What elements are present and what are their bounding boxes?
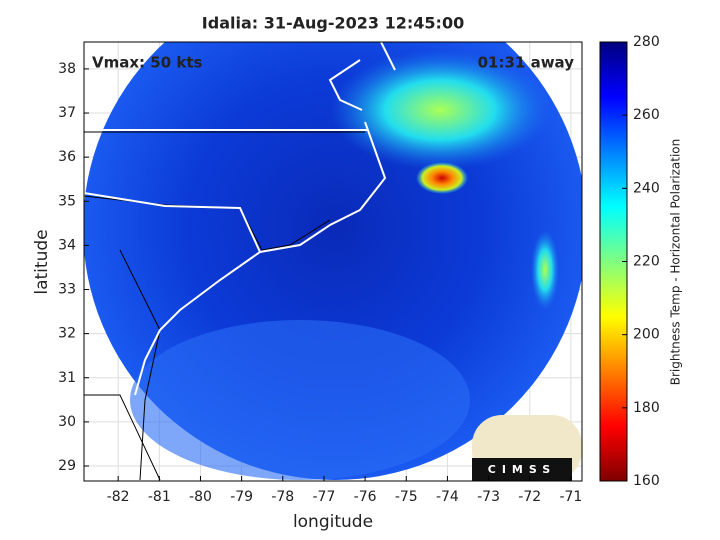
swath-band <box>130 320 470 480</box>
y-tick-label: 31 <box>58 370 76 386</box>
y-tick-label: 37 <box>58 105 76 121</box>
colorbar-tick-label: 220 <box>633 254 660 270</box>
y-axis-label: latitude <box>32 229 52 294</box>
colorbar-tick-label: 180 <box>633 400 660 416</box>
x-tick-label: -77 <box>313 489 336 505</box>
colorbar-tick-label: 260 <box>633 107 660 123</box>
x-tick-label: -79 <box>230 489 253 505</box>
borders-dark <box>84 131 365 481</box>
x-tick-label: -74 <box>436 489 459 505</box>
colorbar-tick-label: 240 <box>633 180 660 196</box>
x-axis-label: longitude <box>293 512 373 532</box>
annotation: Vmax: 50 kts <box>92 54 202 72</box>
x-tick-label: -75 <box>395 489 418 505</box>
logo-text: CIMSS <box>488 463 556 476</box>
colorbar-tick-label: 280 <box>633 34 660 50</box>
y-tick-label: 34 <box>58 237 76 253</box>
coastline <box>84 42 396 396</box>
warm-spot <box>531 230 559 310</box>
colorbar-tick-label: 200 <box>633 327 660 343</box>
x-tick-label: -73 <box>477 489 500 505</box>
x-tick-label: -76 <box>354 489 377 505</box>
y-tick-label: 33 <box>58 282 76 298</box>
x-tick-label: -78 <box>271 489 294 505</box>
x-tick-label: -80 <box>189 489 212 505</box>
x-tick-label: -71 <box>559 489 582 505</box>
y-tick-label: 32 <box>58 326 76 342</box>
hot-spot <box>416 162 468 194</box>
plot-frame <box>83 41 583 482</box>
y-tick-label: 38 <box>58 61 76 77</box>
y-tick-label: 29 <box>58 458 76 474</box>
swath-image: CIMSS <box>84 42 582 481</box>
x-tick-label: -82 <box>107 489 130 505</box>
warm-region <box>330 50 550 170</box>
colorbar-label: Brightness Temp - Horizontal Polarizatio… <box>669 139 683 386</box>
annotation: 01:31 away <box>478 54 575 72</box>
x-tick-label: -81 <box>148 489 171 505</box>
colorbar-tick-label: 160 <box>633 473 660 489</box>
y-tick-label: 30 <box>58 414 76 430</box>
logo-bar <box>472 458 572 481</box>
y-tick-label: 35 <box>58 193 76 209</box>
chart-title: Idalia: 31-Aug-2023 12:45:00 <box>202 14 464 33</box>
x-tick-label: -72 <box>518 489 541 505</box>
y-tick-label: 36 <box>58 149 76 165</box>
